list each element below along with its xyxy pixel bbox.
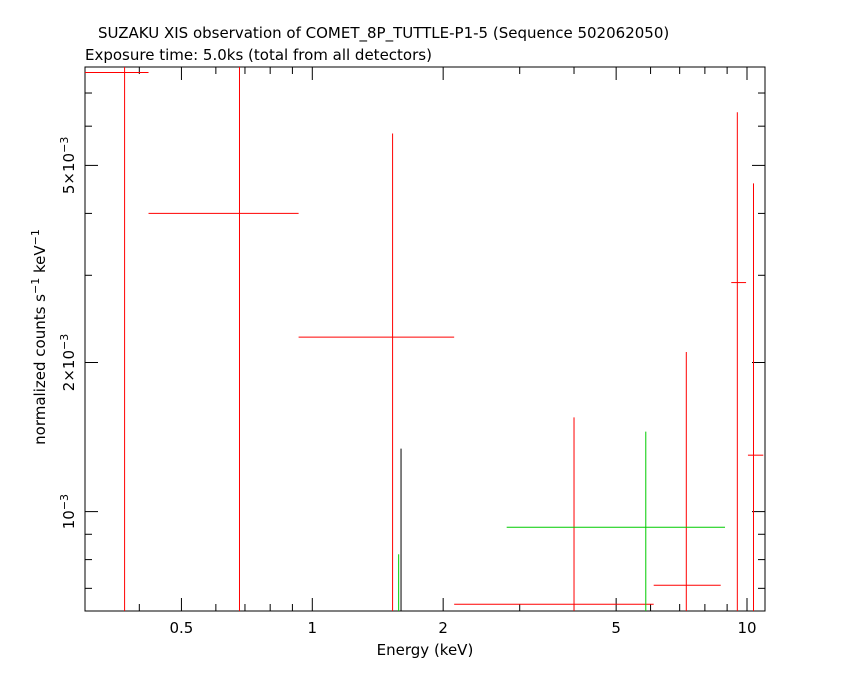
x-tick-label: 10	[737, 619, 756, 637]
x-tick-labels: 0.5 1 2 5 10	[170, 619, 757, 637]
data-point	[747, 183, 764, 611]
y-axis-label: normalized counts s−1 keV−1	[29, 229, 49, 445]
y-tick-base: 10	[60, 350, 78, 369]
axis-ticks	[84, 67, 765, 611]
y-tick-exponent: −3	[58, 334, 71, 350]
data-point	[454, 417, 654, 611]
y-axis-label-sup2: −1	[29, 229, 42, 245]
data-point	[298, 133, 455, 611]
y-axis-label-sup1: −1	[29, 278, 42, 294]
y-tick-exponent: −3	[58, 494, 71, 510]
y-tick-base: 10	[60, 153, 78, 172]
x-tick-label: 0.5	[170, 619, 194, 637]
plot-frame	[84, 66, 766, 612]
y-tick-exponent: −3	[58, 137, 71, 153]
data-point	[85, 67, 149, 611]
y-tick-label: 5×10−3	[58, 137, 78, 194]
chart-title: SUZAKU XIS observation of COMET_8P_TUTTL…	[98, 24, 669, 43]
series-1	[398, 431, 726, 611]
data-point	[506, 431, 726, 611]
x-axis-label: Energy (keV)	[377, 641, 474, 659]
y-axis-label-mid: keV	[31, 245, 49, 278]
y-tick-base: 10	[60, 510, 78, 529]
data-point	[653, 352, 721, 611]
y-axis-label-main: normalized counts s	[31, 294, 49, 445]
series-0	[85, 67, 764, 611]
x-tick-label: 5	[611, 619, 621, 637]
y-tick-label: 10−3	[58, 494, 78, 529]
data-point	[148, 67, 299, 611]
x-tick-label: 2	[438, 619, 448, 637]
y-tick-mantissa: 5×	[60, 172, 78, 194]
data-points	[85, 67, 764, 611]
y-tick-mantissa: 2×	[60, 369, 78, 391]
chart-subtitle: Exposure time: 5.0ks (total from all det…	[85, 46, 432, 64]
x-tick-label: 1	[308, 619, 318, 637]
data-point	[731, 112, 747, 611]
y-tick-labels: 10−32×10−35×10−3	[58, 137, 78, 530]
y-tick-label: 2×10−3	[58, 334, 78, 391]
